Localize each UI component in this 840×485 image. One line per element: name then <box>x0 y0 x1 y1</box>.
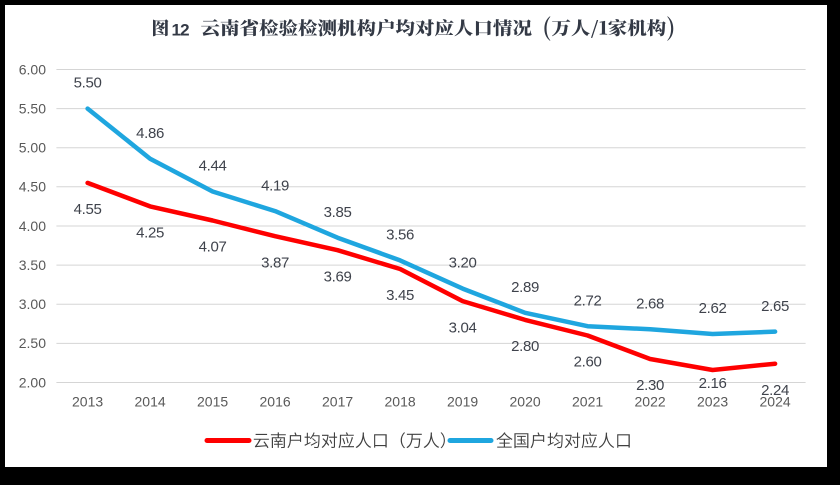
svg-text:4.00: 4.00 <box>19 218 46 234</box>
svg-text:3.45: 3.45 <box>386 287 414 304</box>
svg-text:3.50: 3.50 <box>19 257 46 273</box>
svg-text:2.50: 2.50 <box>19 335 46 351</box>
svg-text:2021: 2021 <box>572 394 603 410</box>
svg-text:2014: 2014 <box>135 394 166 410</box>
svg-text:2023: 2023 <box>697 394 728 410</box>
svg-text:5.50: 5.50 <box>74 75 102 92</box>
svg-text:2019: 2019 <box>447 394 478 410</box>
svg-text:3.20: 3.20 <box>449 255 477 272</box>
svg-text:4.19: 4.19 <box>261 177 289 194</box>
svg-text:4.55: 4.55 <box>74 201 102 218</box>
svg-text:5.50: 5.50 <box>19 100 46 116</box>
svg-text:2.16: 2.16 <box>699 375 727 392</box>
svg-text:2.60: 2.60 <box>574 354 602 371</box>
svg-text:2.80: 2.80 <box>511 338 539 355</box>
svg-text:2016: 2016 <box>260 394 291 410</box>
svg-text:2.72: 2.72 <box>574 292 602 309</box>
svg-text:3.69: 3.69 <box>324 268 352 285</box>
svg-text:2.65: 2.65 <box>761 298 789 315</box>
svg-text:5.00: 5.00 <box>19 140 46 156</box>
svg-text:2015: 2015 <box>197 394 228 410</box>
svg-text:2.68: 2.68 <box>636 295 664 312</box>
svg-text:2013: 2013 <box>72 394 103 410</box>
svg-text:2.89: 2.89 <box>511 279 539 296</box>
svg-text:2.00: 2.00 <box>19 374 46 390</box>
svg-text:4.50: 4.50 <box>19 179 46 195</box>
svg-text:3.87: 3.87 <box>261 254 289 271</box>
svg-text:2020: 2020 <box>510 394 541 410</box>
svg-text:2.30: 2.30 <box>636 377 664 394</box>
svg-text:2.62: 2.62 <box>699 300 727 317</box>
svg-text:3.00: 3.00 <box>19 296 46 312</box>
svg-text:3.85: 3.85 <box>324 204 352 221</box>
svg-text:4.86: 4.86 <box>136 125 164 142</box>
svg-text:3.04: 3.04 <box>449 319 477 336</box>
svg-text:2017: 2017 <box>322 394 353 410</box>
svg-text:6.00: 6.00 <box>19 61 46 77</box>
svg-text:2.24: 2.24 <box>761 382 789 399</box>
svg-text:12: 12 <box>172 21 190 40</box>
svg-text:3.56: 3.56 <box>386 227 414 244</box>
svg-text:2022: 2022 <box>635 394 666 410</box>
svg-text:4.25: 4.25 <box>136 225 164 242</box>
svg-text:4.44: 4.44 <box>199 158 227 175</box>
svg-text:4.07: 4.07 <box>199 239 227 256</box>
svg-text:2018: 2018 <box>385 394 416 410</box>
svg-text:2024: 2024 <box>760 394 791 410</box>
